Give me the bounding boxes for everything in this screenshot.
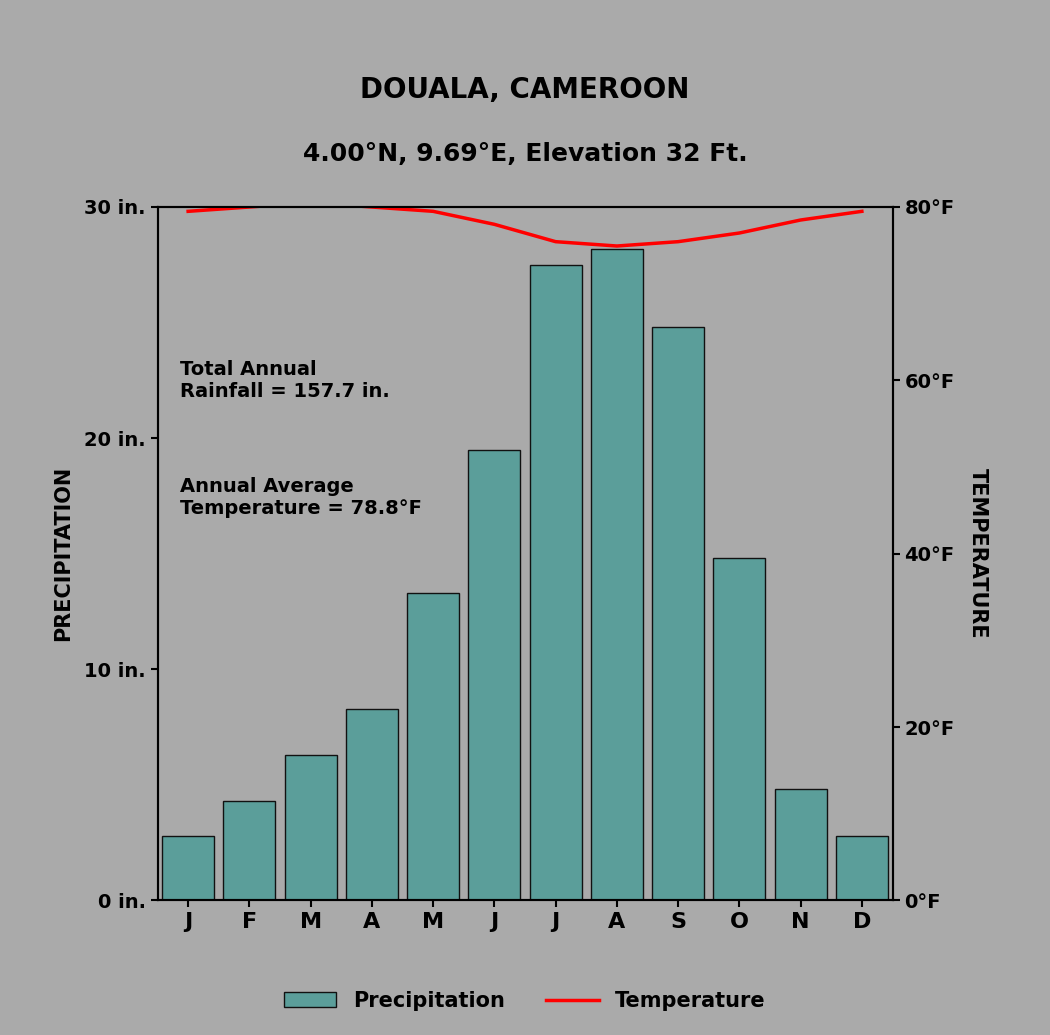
Bar (285, 755, 337, 900)
Bar (591, 248, 643, 900)
Bar (652, 327, 705, 900)
Text: Annual Average
Temperature = 78.8°F: Annual Average Temperature = 78.8°F (180, 477, 421, 519)
Bar (529, 265, 582, 900)
Y-axis label: TEMPERATURE: TEMPERATURE (968, 469, 988, 639)
Bar (224, 801, 275, 900)
Legend: Precipitation, Temperature: Precipitation, Temperature (276, 983, 774, 1019)
Bar (407, 593, 459, 900)
Bar (713, 558, 765, 900)
Bar (468, 449, 521, 900)
Bar (836, 835, 888, 900)
Y-axis label: PRECIPITATION: PRECIPITATION (52, 466, 72, 642)
Text: 4.00°N, 9.69°E, Elevation 32 Ft.: 4.00°N, 9.69°E, Elevation 32 Ft. (302, 142, 748, 166)
Bar (162, 835, 214, 900)
Bar (345, 709, 398, 900)
Text: Total Annual
Rainfall = 157.7 in.: Total Annual Rainfall = 157.7 in. (180, 359, 390, 401)
Text: DOUALA, CAMEROON: DOUALA, CAMEROON (360, 76, 690, 104)
Bar (775, 790, 826, 900)
